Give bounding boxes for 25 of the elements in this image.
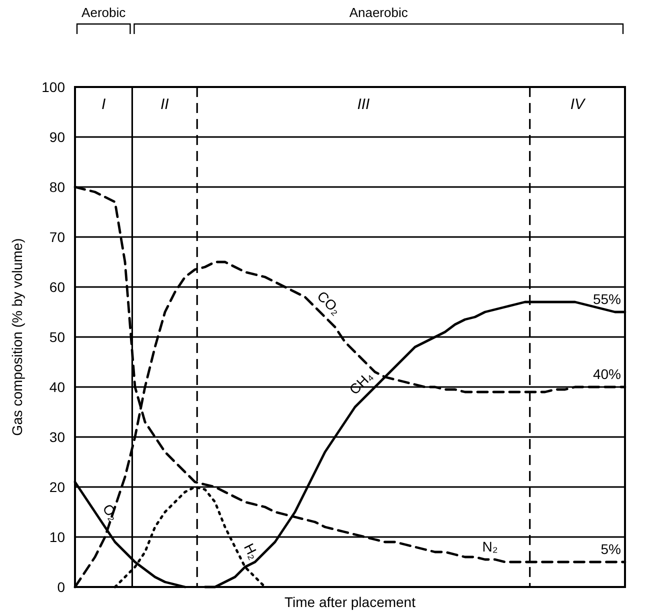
text: H₂: [240, 540, 262, 562]
y-tick-label: 30: [49, 428, 66, 445]
annotation: I: [102, 96, 106, 113]
annotation: III: [357, 96, 370, 113]
y-tick-label: 20: [49, 478, 66, 495]
annotation: IV: [570, 96, 586, 113]
data-label: 5%: [600, 541, 621, 557]
y-tick-label: 10: [49, 528, 66, 545]
text: CH₄: [346, 368, 376, 398]
y-tick-label: 60: [49, 278, 66, 295]
annotation: II: [160, 96, 169, 113]
series-label: N₂: [482, 538, 498, 554]
y-tick-label: 0: [57, 578, 66, 595]
y-tick-label: 70: [49, 228, 66, 245]
y-tick-label: 80: [49, 178, 66, 195]
y-axis-title: Gas composition (% by volume): [9, 238, 25, 436]
y-tick-label: 40: [49, 378, 66, 395]
x-axis-title: Time after placement: [284, 594, 416, 610]
y-tick-label: 100: [42, 78, 66, 95]
data-label: 55%: [592, 291, 621, 307]
text: Aerobic: [82, 5, 126, 20]
data-label: 40%: [592, 366, 621, 382]
text: Anaerobic: [349, 5, 408, 20]
y-tick-label: 90: [49, 128, 66, 145]
y-tick-label: 50: [49, 328, 66, 345]
